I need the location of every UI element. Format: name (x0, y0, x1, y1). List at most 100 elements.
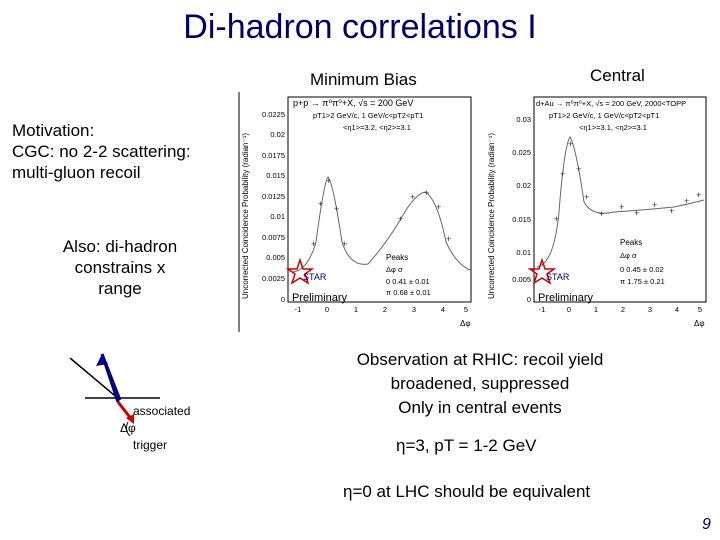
cut-label: <η1>=3.1, <η2>=3.1 (579, 123, 647, 132)
x-tick-label: -1 (539, 305, 546, 314)
star-logo-text: STAR (546, 272, 570, 282)
x-tick-label: 0 (567, 305, 571, 314)
star-logo-text: STAR (303, 272, 327, 282)
data-point-marker: + (634, 208, 639, 218)
also-text: Also: di-hadron constrains x range (20, 236, 220, 299)
data-point-marker: + (311, 239, 316, 249)
y-tick-label: 0.0225 (262, 110, 285, 119)
data-point-marker: + (446, 234, 451, 244)
observation-text: Observation at RHIC: recoil yield broade… (300, 348, 660, 420)
data-point-marker: + (436, 202, 441, 212)
peaks-title: Peaks (386, 253, 408, 262)
plot-panel-minbias: Uncorrected Coincidence Probability (rad… (238, 92, 472, 332)
peaks-title: Peaks (620, 238, 642, 247)
x-tick-label: 2 (621, 305, 625, 314)
slide-title: Di-hadron correlations I (183, 8, 537, 46)
data-point-marker: + (584, 192, 589, 202)
kinematics-diagram (69, 353, 160, 437)
y-tick-label: 0.0075 (262, 233, 285, 242)
y-tick-label: 0.005 (512, 275, 531, 284)
cut-label: pT1>2 GeV/c, 1 GeV/c<pT2<pT1 (313, 111, 423, 120)
peak-row: 0 0.41 ± 0.01 (386, 277, 430, 286)
observation-line: Only in central events (398, 398, 562, 417)
preliminary-label: Preliminary (538, 292, 594, 304)
data-point-marker: + (398, 214, 403, 224)
plot-frame (533, 96, 707, 303)
peaks-header: Δφ σ (386, 265, 403, 274)
dphi-arc (125, 421, 131, 437)
panel-caption-minbias: Minimum Bias (310, 70, 417, 89)
preliminary-label: Preliminary (292, 292, 348, 304)
peak-row: 0 0.45 ± 0.02 (620, 265, 664, 274)
also-line: range (98, 279, 142, 298)
y-tick-label: 0.0025 (262, 274, 285, 283)
peak-row: π 1.75 ± 0.21 (620, 277, 665, 286)
x-tick-label: 0 (325, 305, 329, 314)
y-tick-label: 0.02 (270, 130, 285, 139)
data-point-marker: + (560, 169, 565, 179)
data-point-marker: + (334, 204, 339, 214)
motivation-line: multi-gluon recoil (12, 163, 141, 182)
data-point-marker: + (342, 239, 347, 249)
y-tick-label: 0.02 (516, 181, 531, 190)
y-tick-label: 0.0125 (262, 192, 285, 201)
trigger-arrowhead (126, 414, 134, 424)
associated-shaft (100, 353, 120, 403)
data-point-marker: + (568, 139, 573, 149)
y-axis-label: Uncorrected Coincidence Probability (rad… (241, 133, 250, 299)
data-point-marker: + (696, 190, 701, 200)
x-tick-label: 5 (464, 305, 468, 314)
y-tick-label: 0.025 (512, 148, 531, 157)
associated-label: associated (133, 404, 191, 418)
observation-line: broadened, suppressed (390, 374, 570, 393)
x-axis-label: Δφ (460, 319, 471, 328)
x-tick-label: 1 (594, 305, 598, 314)
plot-frame (287, 96, 472, 303)
x-tick-label: 4 (675, 305, 679, 314)
x-tick-label: 5 (698, 305, 702, 314)
data-point-marker: + (424, 188, 429, 198)
data-point-marker: + (326, 176, 331, 186)
reference-line (69, 357, 121, 401)
also-line: Also: di-hadron (62, 237, 178, 256)
eta0-text: η=0 at LHC should be equivalent (343, 482, 591, 501)
data-point-marker: + (554, 214, 559, 224)
y-tick-label: 0.01 (270, 212, 285, 221)
data-curve (536, 136, 705, 268)
data-point-marker: + (576, 164, 581, 174)
reaction-label: p+p → π⁰π⁰+X, √s = 200 GeV (293, 98, 413, 108)
data-point-marker: + (599, 209, 604, 219)
observation-line: Observation at RHIC: recoil yield (356, 350, 604, 369)
data-point-marker: + (652, 200, 657, 210)
y-tick-label: 0.015 (266, 171, 285, 180)
motivation-text: Motivation: CGC: no 2-2 scattering: mult… (12, 120, 191, 183)
y-tick-label: 0 (527, 295, 531, 304)
data-point-marker: + (619, 202, 624, 212)
x-tick-label: -1 (295, 305, 302, 314)
peak-row: π 0.68 ± 0.01 (386, 288, 431, 297)
cut-label: <η1>=3.2, <η2>=3.1 (343, 123, 411, 132)
y-tick-label: 0 (281, 295, 285, 304)
data-point-marker: + (410, 192, 415, 202)
motivation-line: Motivation: (12, 121, 95, 140)
y-tick-label: 0.0175 (262, 151, 285, 160)
reaction-label: d+Au → π⁰π⁰+X, √s = 200 GeV, 2000<TOPP (536, 99, 686, 108)
y-tick-label: 0.03 (516, 115, 531, 124)
motivation-line: CGC: no 2-2 scattering: (12, 142, 191, 161)
data-point-marker: + (318, 199, 323, 209)
also-line: constrains x (74, 258, 166, 277)
data-point-marker: + (684, 196, 689, 206)
panel-caption-central: Central (590, 66, 645, 85)
star-logo-icon (285, 257, 315, 285)
x-tick-label: 2 (383, 305, 387, 314)
y-tick-label: 0.005 (266, 253, 285, 262)
eta3-text: η=3, pT = 1-2 GeV (396, 436, 537, 455)
trigger-label: trigger (133, 438, 168, 452)
x-tick-label: 3 (648, 305, 652, 314)
plot-panel-central: Uncorrected Coincidence Probability (rad… (487, 96, 707, 328)
x-axis-label: Δφ (694, 319, 705, 328)
x-tick-label: 1 (354, 305, 358, 314)
x-tick-label: 3 (412, 305, 416, 314)
page-number: 9 (702, 516, 711, 533)
data-point-marker: + (669, 206, 674, 216)
